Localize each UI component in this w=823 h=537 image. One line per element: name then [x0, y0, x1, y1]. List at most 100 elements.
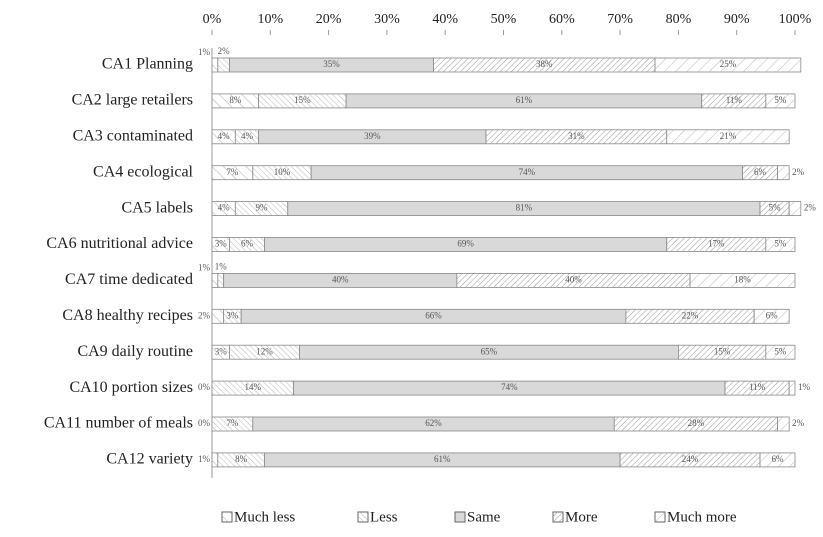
value-label: 6% — [754, 167, 767, 177]
bar-pattern — [212, 201, 236, 216]
bar-pattern — [311, 165, 743, 180]
bar-pattern — [777, 165, 790, 180]
value-label: 1% — [198, 47, 211, 57]
value-label: 74% — [501, 382, 518, 392]
legend-label: Same — [467, 509, 501, 525]
bar-pattern — [223, 273, 457, 288]
bar-pattern — [229, 345, 300, 360]
x-tick-label: 20% — [316, 12, 342, 27]
value-label: 65% — [481, 346, 498, 356]
value-label: 15% — [294, 95, 311, 105]
value-label: 6% — [772, 454, 785, 464]
bar-pattern — [760, 452, 795, 467]
bar-pattern — [293, 381, 726, 396]
bar-pattern — [666, 237, 766, 252]
category-label: CA1 Planning — [102, 56, 193, 73]
bar-pattern — [212, 273, 218, 288]
bar-pattern — [777, 417, 790, 431]
bar-pattern — [212, 452, 218, 467]
value-label: 12% — [256, 346, 273, 356]
category-label: CA7 time dedicated — [65, 271, 193, 288]
bar-pattern — [223, 309, 242, 324]
value-label: 81% — [516, 203, 533, 213]
x-tick-label: 0% — [203, 12, 222, 27]
value-label: 7% — [226, 418, 239, 428]
bar-pattern — [742, 165, 778, 180]
bar-pattern — [212, 237, 230, 252]
value-label: 6% — [241, 239, 254, 249]
value-label: 35% — [323, 59, 340, 69]
bar-pattern — [229, 237, 265, 252]
value-label: 69% — [457, 239, 474, 249]
bar-pattern — [725, 381, 790, 396]
bar-pattern — [486, 129, 667, 144]
value-label: 8% — [235, 454, 248, 464]
value-label: 11% — [726, 95, 743, 105]
value-label: 39% — [364, 131, 381, 141]
bar-pattern — [241, 309, 626, 324]
value-label: 5% — [774, 346, 787, 356]
value-label: 1% — [198, 454, 211, 464]
bar-pattern — [690, 273, 795, 288]
value-label: 3% — [215, 346, 228, 356]
bar-pattern — [765, 237, 795, 252]
x-tick-label: 40% — [432, 12, 458, 27]
bar-pattern — [217, 58, 230, 72]
bar-pattern — [678, 345, 766, 360]
bar-pattern — [212, 165, 253, 180]
bar-pattern — [765, 345, 795, 360]
legend-label: Much more — [667, 509, 737, 525]
value-label: 1% — [198, 262, 211, 272]
bar-pattern — [264, 237, 667, 252]
x-tick-label: 50% — [491, 12, 517, 27]
x-tick-label: 60% — [549, 12, 575, 27]
bar-pattern — [212, 129, 236, 144]
value-label: 5% — [774, 239, 787, 249]
bar-pattern — [264, 452, 621, 467]
value-label: 4% — [241, 131, 254, 141]
legend-label: Less — [370, 509, 398, 525]
bar-pattern — [620, 452, 761, 467]
bar-pattern — [235, 201, 288, 216]
category-label: CA4 ecological — [93, 163, 194, 180]
bar-pattern — [760, 201, 790, 216]
value-label: 2% — [218, 46, 231, 56]
bar-pattern — [252, 165, 312, 180]
value-label: 66% — [425, 310, 442, 320]
bar-pattern — [235, 129, 259, 144]
value-label: 11% — [749, 382, 766, 392]
bar-pattern — [212, 417, 253, 431]
bar-pattern — [229, 58, 434, 72]
category-label: CA11 number of meals — [44, 415, 193, 432]
bar-pattern — [212, 93, 259, 108]
bar-pattern — [258, 129, 487, 144]
value-label: 62% — [425, 418, 442, 428]
category-label: CA5 labels — [121, 199, 193, 216]
x-tick-label: 70% — [607, 12, 633, 27]
value-label: 4% — [218, 203, 231, 213]
legend-pattern — [222, 512, 232, 522]
bar-pattern — [212, 309, 224, 324]
value-label: 40% — [332, 274, 349, 284]
value-label: 40% — [565, 274, 582, 284]
legend-pattern — [553, 512, 563, 522]
category-label: CA10 portion sizes — [69, 379, 193, 396]
bar-pattern — [212, 381, 294, 396]
value-label: 74% — [519, 167, 536, 177]
value-label: 1% — [215, 261, 228, 271]
bar-pattern — [789, 381, 795, 396]
value-label: 5% — [769, 203, 782, 213]
value-label: 1% — [798, 382, 811, 392]
legend-pattern — [455, 512, 465, 522]
bar-pattern — [456, 273, 691, 288]
value-label: 8% — [229, 95, 242, 105]
category-label: CA9 daily routine — [77, 343, 193, 360]
value-label: 18% — [734, 274, 751, 284]
value-label: 25% — [720, 59, 737, 69]
bar-pattern — [212, 58, 218, 72]
bar-pattern — [614, 417, 778, 431]
value-label: 61% — [434, 454, 451, 464]
legend-pattern — [358, 512, 368, 522]
value-label: 3% — [226, 310, 239, 320]
